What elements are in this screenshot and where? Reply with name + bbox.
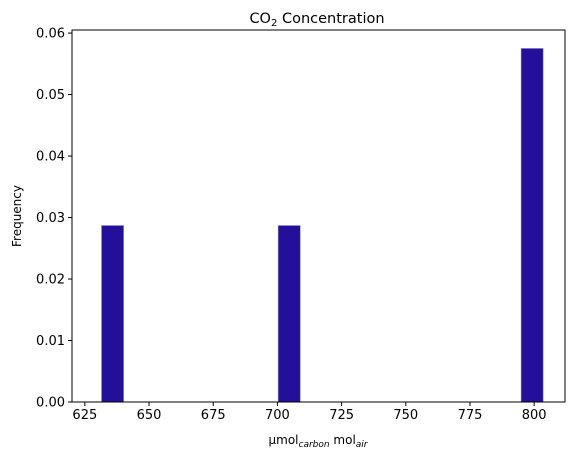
y-tick-label: 0.01 (36, 334, 65, 349)
x-axis-label: µmolcarbon molair (269, 433, 369, 450)
y-axis-ticks: 0.00 0.01 0.02 0.03 0.04 0.05 0.06 (36, 27, 72, 411)
x-axis-ticks: 625 650 675 700 725 750 775 800 (72, 402, 547, 423)
x-tick-label: 700 (265, 408, 290, 423)
chart-title: CO2 Concentration (249, 11, 384, 29)
y-tick-label: 0.03 (36, 211, 65, 226)
y-tick-label: 0.02 (36, 273, 65, 288)
histogram-bar-0 (101, 225, 124, 403)
x-tick-label: 675 (201, 408, 226, 423)
y-tick-label: 0.05 (36, 88, 65, 103)
histogram-bar-2 (520, 48, 544, 403)
y-tick-label: 0.00 (36, 396, 65, 411)
x-tick-label: 725 (329, 408, 354, 423)
x-tick-label: 800 (522, 408, 547, 423)
y-tick-label: 0.04 (36, 150, 65, 165)
bars-group (101, 48, 544, 403)
x-tick-label: 625 (72, 408, 97, 423)
x-tick-label: 775 (458, 408, 483, 423)
plot-frame (71, 29, 566, 403)
y-tick-label: 0.06 (36, 27, 65, 42)
y-axis-label: Frequency (10, 185, 24, 247)
x-tick-label: 650 (137, 408, 162, 423)
histogram-bar-1 (277, 225, 301, 403)
x-tick-label: 750 (393, 408, 418, 423)
